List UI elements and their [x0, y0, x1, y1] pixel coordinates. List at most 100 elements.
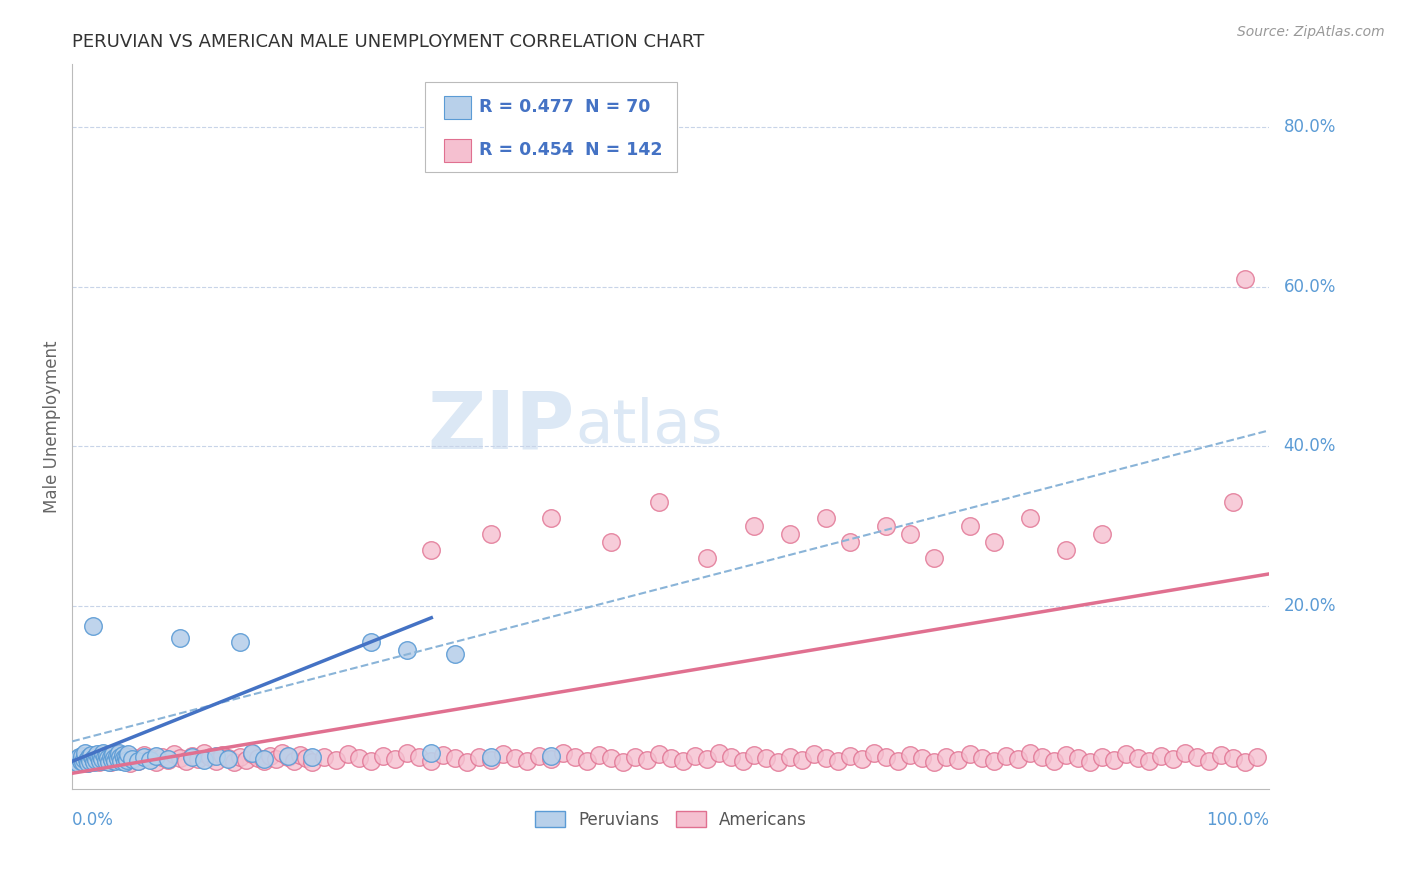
Point: [90, 748, 112, 763]
Point: [117, 747, 139, 761]
Point: [1007, 752, 1029, 766]
Text: N = 142: N = 142: [585, 141, 662, 159]
Point: [349, 751, 371, 765]
Point: [420, 543, 443, 558]
Point: [720, 750, 742, 764]
Point: [983, 754, 1005, 768]
Point: [163, 747, 186, 761]
Point: [240, 747, 263, 761]
Point: [396, 642, 419, 657]
Point: [229, 749, 252, 764]
Point: [898, 527, 921, 541]
Point: [145, 755, 167, 769]
Point: [156, 753, 179, 767]
Point: [181, 748, 204, 763]
Point: [115, 749, 138, 764]
Point: [93, 754, 115, 768]
Point: [93, 750, 115, 764]
FancyBboxPatch shape: [444, 95, 471, 119]
Point: [235, 753, 257, 767]
Point: [93, 747, 115, 761]
Point: [540, 511, 562, 525]
Point: [1150, 748, 1173, 763]
Text: atlas: atlas: [575, 397, 723, 456]
Point: [312, 749, 335, 764]
Point: [887, 754, 910, 768]
Point: [100, 753, 122, 767]
Point: [301, 755, 323, 769]
Point: [270, 747, 292, 761]
Point: [90, 750, 112, 764]
Point: [127, 754, 149, 768]
Point: [70, 748, 93, 763]
Point: [672, 754, 695, 768]
Point: [1115, 747, 1137, 761]
Point: [588, 747, 610, 762]
Point: [77, 751, 100, 765]
Point: [922, 551, 945, 566]
Point: [253, 754, 276, 768]
Point: [84, 753, 107, 767]
Point: [1211, 747, 1233, 762]
Point: [1018, 511, 1040, 525]
Point: [97, 751, 120, 765]
Point: [72, 755, 94, 769]
Point: [420, 747, 443, 761]
Point: [1163, 752, 1185, 766]
Point: [67, 756, 90, 770]
Point: [82, 752, 104, 766]
Point: [132, 750, 155, 764]
Point: [744, 747, 766, 762]
Point: [69, 754, 91, 768]
Point: [803, 747, 825, 761]
Point: [193, 753, 215, 767]
Text: PERUVIAN VS AMERICAN MALE UNEMPLOYMENT CORRELATION CHART: PERUVIAN VS AMERICAN MALE UNEMPLOYMENT C…: [72, 33, 704, 51]
Point: [779, 527, 801, 541]
Point: [479, 527, 502, 541]
Point: [118, 756, 141, 770]
Point: [1042, 754, 1064, 768]
Point: [111, 754, 134, 768]
Text: 40.0%: 40.0%: [1284, 437, 1336, 455]
Point: [288, 747, 311, 762]
Point: [70, 750, 93, 764]
Point: [75, 747, 97, 761]
Point: [73, 754, 96, 768]
Point: [63, 754, 86, 768]
Text: R = 0.477: R = 0.477: [479, 98, 574, 116]
Point: [612, 755, 634, 769]
Point: [1091, 749, 1114, 764]
Point: [1234, 755, 1257, 769]
Point: [1174, 747, 1197, 761]
Point: [1246, 749, 1268, 764]
Point: [935, 749, 957, 764]
Point: [105, 748, 128, 763]
Point: [66, 752, 89, 766]
Point: [696, 752, 718, 766]
Point: [420, 754, 443, 768]
Point: [110, 754, 132, 768]
Point: [599, 535, 621, 549]
Point: [104, 754, 127, 768]
Point: [127, 754, 149, 768]
Point: [959, 747, 981, 761]
Point: [139, 753, 162, 767]
Point: [73, 752, 96, 766]
Point: [121, 752, 143, 766]
Text: 100.0%: 100.0%: [1206, 811, 1270, 829]
Point: [169, 631, 191, 645]
Point: [111, 747, 134, 762]
Point: [98, 755, 121, 769]
Point: [277, 750, 299, 764]
Point: [994, 748, 1017, 763]
Text: R = 0.454: R = 0.454: [479, 141, 574, 159]
Point: [755, 751, 778, 765]
Point: [83, 748, 105, 763]
Text: 60.0%: 60.0%: [1284, 277, 1336, 296]
Point: [205, 754, 228, 768]
Point: [253, 752, 276, 766]
Point: [659, 751, 682, 765]
Point: [198, 750, 221, 764]
Point: [792, 753, 814, 767]
Point: [1078, 755, 1101, 769]
